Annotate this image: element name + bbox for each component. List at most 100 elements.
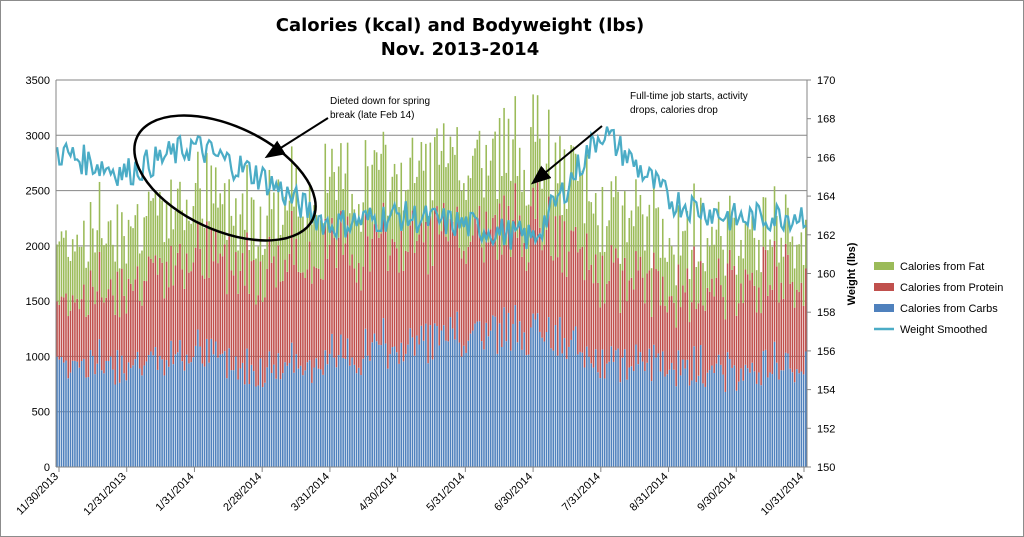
bar-segment bbox=[691, 302, 693, 381]
bar-segment bbox=[668, 369, 671, 467]
bar-segment bbox=[141, 375, 143, 467]
bar-segment bbox=[440, 330, 443, 467]
bar-segment bbox=[378, 237, 380, 345]
bar-segment bbox=[521, 349, 523, 467]
bar-segment bbox=[767, 377, 769, 467]
bar-segment bbox=[288, 253, 291, 364]
bar-segment bbox=[94, 252, 96, 305]
bar-segment bbox=[199, 248, 201, 347]
bar-segment bbox=[308, 241, 311, 361]
bar-segment bbox=[543, 341, 546, 467]
bar-segment bbox=[574, 153, 577, 227]
bar-segment bbox=[579, 248, 581, 352]
bar-segment bbox=[615, 350, 617, 467]
bar-segment bbox=[434, 208, 436, 324]
bar-segment bbox=[250, 261, 253, 365]
bar-segment bbox=[559, 317, 561, 467]
bar-segment bbox=[125, 313, 128, 381]
y2-tick-label: 168 bbox=[817, 114, 835, 126]
bar-segment bbox=[80, 299, 83, 362]
bar-segment bbox=[188, 272, 190, 364]
bar-segment bbox=[221, 353, 224, 467]
bar-segment bbox=[358, 204, 360, 263]
y-tick-label: 0 bbox=[44, 462, 50, 474]
bar-segment bbox=[181, 361, 183, 467]
bar-segment bbox=[753, 237, 756, 286]
bar-segment bbox=[646, 273, 648, 363]
bar-segment bbox=[371, 238, 373, 343]
bar-segment bbox=[594, 349, 597, 467]
bar-segment bbox=[637, 270, 639, 365]
bar-segment bbox=[407, 344, 409, 467]
bar-segment bbox=[248, 384, 251, 467]
bar-segment bbox=[275, 239, 277, 288]
bar-segment bbox=[539, 138, 541, 228]
bar-segment bbox=[679, 375, 682, 467]
bar-segment bbox=[565, 358, 568, 467]
bar-segment bbox=[737, 303, 740, 382]
bar-segment bbox=[760, 385, 762, 467]
bar-segment bbox=[523, 169, 525, 244]
bar-segment bbox=[771, 289, 774, 375]
bar-segment bbox=[619, 263, 622, 313]
bar-segment bbox=[344, 243, 347, 359]
bar-segment bbox=[322, 374, 324, 467]
bar-segment bbox=[507, 205, 510, 313]
bar-segment bbox=[436, 128, 438, 207]
y-tick-label: 3000 bbox=[26, 130, 50, 142]
bar-segment bbox=[290, 146, 293, 211]
bar-segment bbox=[83, 358, 85, 467]
bar-segment bbox=[306, 210, 309, 270]
bar-segment bbox=[688, 385, 691, 467]
bar-segment bbox=[214, 341, 217, 467]
bar-segment bbox=[342, 357, 344, 467]
bar-segment bbox=[561, 272, 563, 354]
bar-segment bbox=[512, 219, 514, 324]
bar-segment bbox=[715, 363, 718, 467]
bar-segment bbox=[264, 297, 266, 383]
bar-segment bbox=[295, 354, 297, 467]
bar-segment bbox=[235, 252, 237, 357]
bar-segment bbox=[516, 176, 519, 238]
bar-segment bbox=[255, 304, 257, 387]
bar-segment bbox=[530, 327, 532, 467]
bar-segment bbox=[326, 192, 329, 259]
bar-segment bbox=[206, 338, 208, 467]
weight-smoothed-line bbox=[56, 126, 807, 250]
annotation-arrow-job bbox=[530, 125, 603, 185]
bar-segment bbox=[787, 353, 789, 467]
bar-segment bbox=[706, 287, 709, 373]
bar-segment bbox=[713, 296, 715, 374]
bar-segment bbox=[532, 313, 534, 467]
bar-segment bbox=[199, 346, 201, 467]
bar-segment bbox=[107, 289, 110, 361]
bar-segment bbox=[130, 283, 132, 369]
bar-segment bbox=[666, 374, 669, 467]
bar-segment bbox=[132, 290, 134, 366]
bar-segment bbox=[121, 268, 123, 356]
bar-segment bbox=[138, 368, 141, 467]
bar-segment bbox=[78, 246, 81, 310]
bar-segment bbox=[436, 206, 438, 327]
bar-segment bbox=[71, 295, 74, 361]
bar-segment bbox=[501, 254, 503, 347]
bar-segment bbox=[760, 272, 762, 314]
bar-segment bbox=[514, 305, 517, 467]
bar-segment bbox=[431, 359, 434, 467]
bar-segment bbox=[778, 262, 780, 303]
bar-segment bbox=[203, 366, 206, 467]
bar-segment bbox=[185, 354, 188, 467]
bar-segment bbox=[391, 239, 394, 348]
bar-segment bbox=[769, 239, 771, 286]
bar-segment bbox=[277, 353, 280, 467]
bar-segment bbox=[100, 297, 103, 371]
bar-segment bbox=[422, 170, 425, 243]
bar-segment bbox=[201, 218, 204, 276]
bar-segment bbox=[96, 230, 99, 292]
bar-segment bbox=[612, 262, 615, 362]
bar-segment bbox=[588, 201, 590, 270]
bar-segment bbox=[675, 327, 677, 387]
bar-segment bbox=[382, 318, 385, 467]
bar-segment bbox=[521, 256, 523, 350]
bar-segment bbox=[697, 261, 700, 304]
